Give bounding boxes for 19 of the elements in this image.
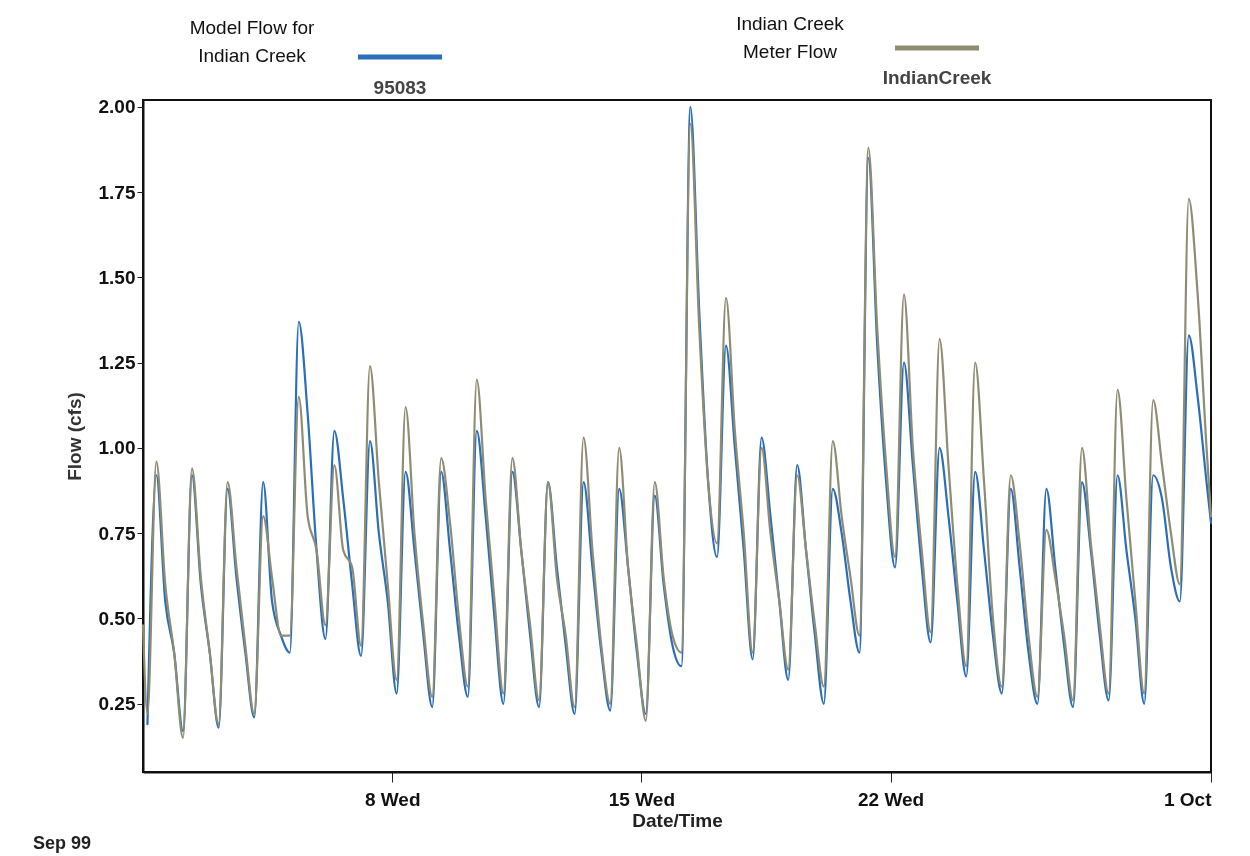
x-tick-label: 22 Wed: [858, 788, 925, 810]
y-tick-label: 2.00: [98, 96, 136, 118]
legend-label: 95083: [373, 77, 427, 98]
text: Sep 99: [33, 833, 92, 853]
y-tick-label: 0.75: [98, 522, 136, 544]
legend-label: IndianCreek: [882, 67, 992, 88]
y-tick-label: 1.50: [98, 266, 136, 288]
x-axis-title: Date/Time: [632, 809, 723, 831]
text: Model Flow for Indian Creek: [189, 17, 315, 66]
y-tick-label: 0.50: [98, 608, 136, 629]
x-tick-label: 1 Oct: [1163, 788, 1213, 810]
y-tick-label: 0.25: [98, 693, 136, 715]
y-tick-label: 1.00: [98, 437, 136, 459]
y-tick-label: 1.75: [98, 181, 136, 203]
text: Indian Creek Meter Flow: [736, 13, 845, 62]
x-tick-label: 8 Wed: [364, 788, 421, 810]
x-tick-label: 15 Wed: [608, 788, 675, 810]
y-axis-title: Flow (cfs): [63, 392, 85, 481]
y-tick-label: 1.25: [98, 352, 136, 374]
